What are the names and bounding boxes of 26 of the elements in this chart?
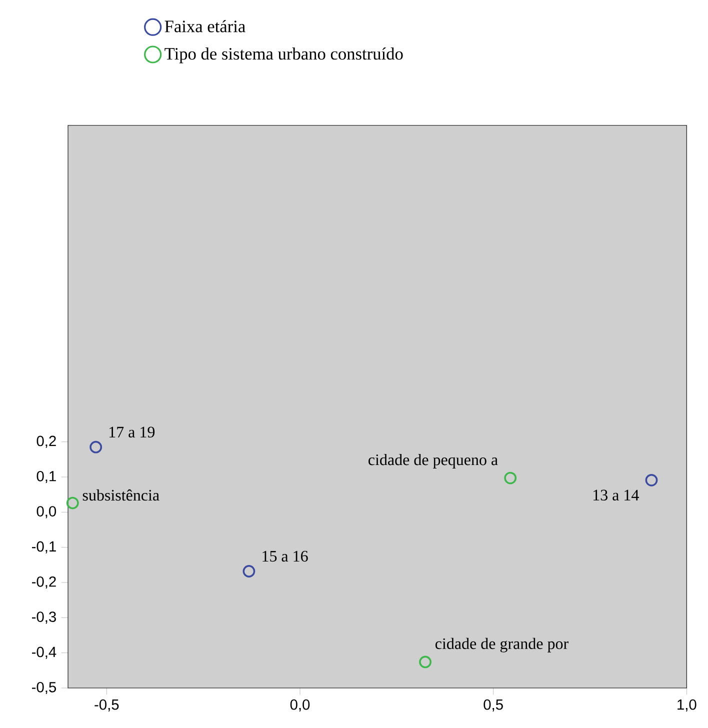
- x-tick-label: 0,0: [290, 699, 310, 712]
- annotation: subsistência: [82, 489, 160, 501]
- annotation: 15 a 16: [262, 550, 308, 562]
- legend-label: Tipo de sistema urbano construído: [164, 47, 403, 64]
- annotation: 13 a 14: [594, 490, 639, 500]
- y-tick-label: -0,3: [32, 612, 56, 624]
- point: [504, 472, 517, 484]
- y-tick-label: -0,5: [32, 682, 56, 694]
- point: [419, 656, 432, 668]
- point: [66, 496, 79, 510]
- y-tick-label: 0,0: [36, 506, 56, 518]
- annotation: cidade de pequeno a: [368, 454, 498, 468]
- x-tick-label: -0,5: [94, 699, 119, 712]
- point: [90, 440, 102, 454]
- legend-label: Faixa etária: [164, 20, 246, 32]
- y-tick-label: -0,1: [32, 541, 56, 554]
- x-tick-label: 1,0: [678, 699, 696, 712]
- x-tick-label: 0,5: [484, 699, 503, 712]
- point: [645, 474, 658, 486]
- point: [242, 565, 256, 578]
- annotation: 17 a 19: [110, 426, 155, 438]
- y-tick-label: 0,2: [36, 436, 56, 448]
- y-tick-label: -0,2: [32, 576, 56, 589]
- y-tick-label: -0,4: [32, 646, 56, 659]
- annotation: cidade de grande por: [435, 638, 568, 652]
- y-tick-label: 0,1: [36, 470, 56, 484]
